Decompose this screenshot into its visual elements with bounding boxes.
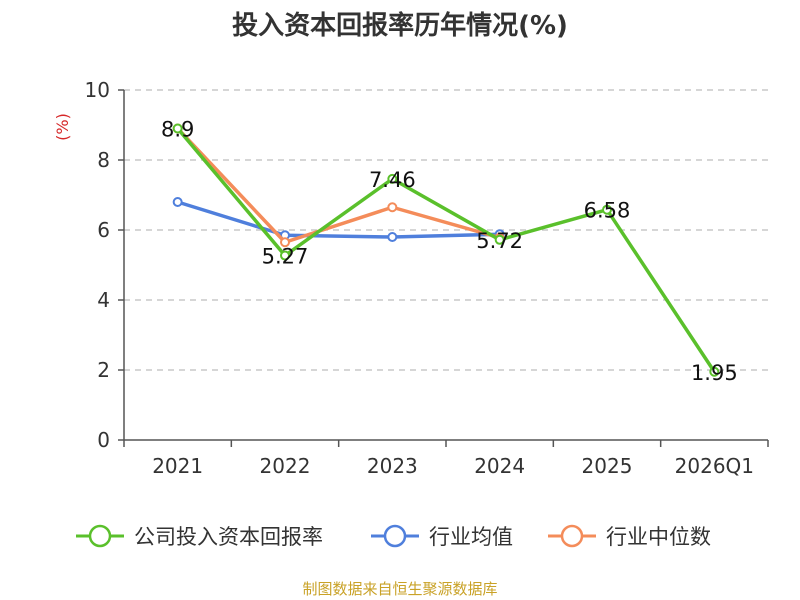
series-line <box>176 127 716 373</box>
legend-item[interactable]: 行业均值 <box>371 524 513 549</box>
legend-swatch-marker <box>88 524 112 548</box>
legend-label: 行业中位数 <box>606 525 711 549</box>
legend-swatch-marker <box>560 524 584 548</box>
y-tick-label: 8 <box>97 148 110 172</box>
data-label: 5.72 <box>476 229 523 253</box>
data-label: 7.46 <box>369 168 416 192</box>
y-axis-label: (%) <box>53 113 72 141</box>
y-tick-label: 10 <box>85 78 110 102</box>
y-tick-label: 2 <box>97 358 110 382</box>
x-tick-label: 2021 <box>152 454 203 478</box>
data-point <box>172 197 183 207</box>
data-labels: 8.9 5.27 7.46 5.72 6.58 1.95 <box>161 118 738 385</box>
data-label: 8.9 <box>161 118 194 142</box>
legend-label: 公司投入资本回报率 <box>134 525 323 549</box>
series-lines <box>172 123 720 377</box>
series-line <box>176 127 501 244</box>
data-point <box>387 173 398 184</box>
legend-item[interactable]: 公司投入资本回报率 <box>76 524 323 549</box>
axes: 0 2 4 6 8 10 2021 2022 2023 2024 2025 2026Q1 <box>85 78 769 478</box>
data-point <box>602 204 612 215</box>
grid-lines <box>124 89 768 371</box>
x-tick-label: 2026Q1 <box>675 454 754 478</box>
chart-title: 投入资本回报率历年情况(%) <box>232 10 568 41</box>
legend-swatch-marker <box>383 524 407 548</box>
data-label: 1.95 <box>691 361 738 385</box>
data-label: 5.27 <box>262 245 309 269</box>
x-tick-label: 2025 <box>582 454 633 478</box>
data-label: 6.58 <box>584 199 631 223</box>
data-point <box>387 202 398 213</box>
legend-label: 行业均值 <box>429 525 513 549</box>
source-note: 制图数据来自恒生聚源数据库 <box>302 580 497 598</box>
data-point <box>280 250 290 261</box>
legend-item[interactable]: 行业中位数 <box>548 524 711 549</box>
data-point <box>172 123 183 134</box>
x-tick-label: 2023 <box>367 454 418 478</box>
y-tick-label: 4 <box>97 288 110 312</box>
data-point <box>387 232 398 242</box>
data-point <box>280 237 290 248</box>
legend[interactable]: 公司投入资本回报率 行业均值 行业中位数 <box>76 524 711 549</box>
data-point <box>709 366 720 377</box>
data-point <box>494 234 505 245</box>
y-tick-label: 6 <box>97 218 110 242</box>
y-tick-label: 0 <box>97 428 110 452</box>
x-tick-label: 2024 <box>474 454 525 478</box>
x-tick-label: 2022 <box>260 454 311 478</box>
series-line <box>177 200 500 239</box>
